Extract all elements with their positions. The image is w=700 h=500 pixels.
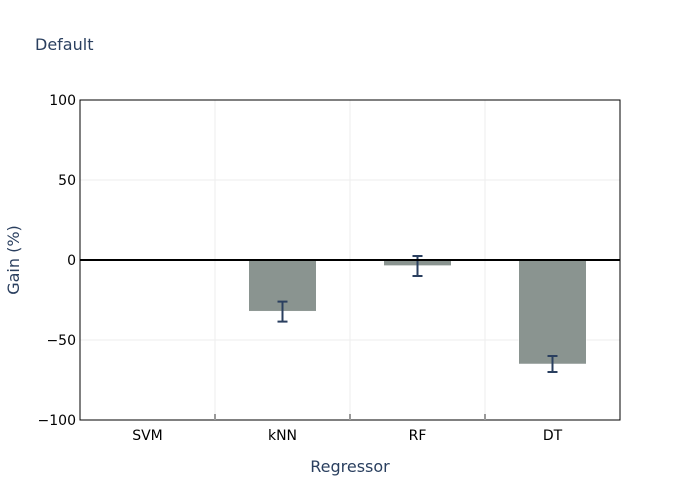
x-tick-marks bbox=[214, 414, 486, 420]
y-tick-label: 0 bbox=[67, 253, 76, 269]
x-tick-labels: SVM kNN RF DT bbox=[132, 428, 562, 444]
x-tick-label-knn: kNN bbox=[268, 428, 297, 444]
chart-title: Default bbox=[35, 35, 93, 54]
bar-dt bbox=[518, 259, 587, 365]
y-tick-label: −50 bbox=[46, 333, 76, 349]
x-tick-label-rf: RF bbox=[409, 428, 427, 444]
x-tick-label-dt: DT bbox=[543, 428, 563, 444]
x-axis-title: Regressor bbox=[310, 457, 390, 476]
error-bars-group bbox=[277, 255, 558, 373]
y-tick-label: −100 bbox=[38, 413, 76, 429]
y-tick-label: 100 bbox=[49, 93, 76, 109]
y-tick-label: 50 bbox=[58, 173, 76, 189]
x-tick-label-svm: SVM bbox=[132, 428, 163, 444]
y-axis-title: Gain (%) bbox=[4, 225, 23, 295]
y-tick-labels: 100 50 0 −50 −100 bbox=[38, 93, 76, 429]
